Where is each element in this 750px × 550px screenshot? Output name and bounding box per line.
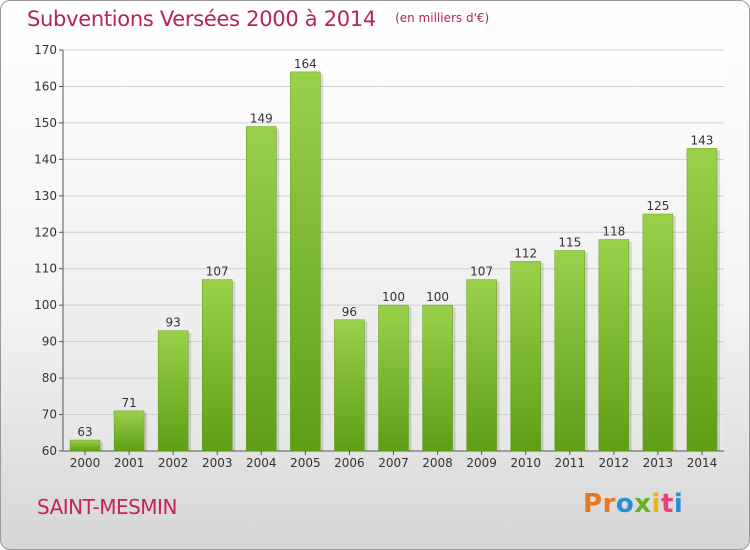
bar [510,261,541,452]
y-tick-label: 100 [34,298,57,312]
data-label: 112 [514,246,537,260]
logo-letter: P [583,489,603,519]
data-label: 96 [342,305,357,319]
y-tick-label: 140 [34,152,57,166]
logo-letter: i [651,489,661,519]
data-label: 107 [206,265,229,279]
proxiti-logo[interactable]: Proxiti [583,489,683,519]
y-tick-label: 110 [34,262,57,276]
data-label: 100 [426,290,449,304]
bar [686,148,718,452]
bar [157,330,189,452]
data-label: 100 [382,290,405,304]
chart-unit: (en milliers d'€) [395,11,490,25]
data-label: 143 [691,133,714,147]
x-tick-label: 2003 [202,456,233,470]
logo-letter: x [634,489,652,519]
x-tick-label: 2004 [246,456,277,470]
title-row: Subventions Versées 2000 à 2014 (en mill… [27,7,489,31]
y-tick-label: 120 [34,225,57,239]
chart-title: Subventions Versées 2000 à 2014 [27,7,376,31]
bar [69,439,101,452]
bar [334,319,365,452]
x-tick-label: 2008 [422,456,453,470]
bar [422,304,453,452]
data-label: 149 [250,112,273,126]
data-label: 93 [166,316,181,330]
bar [290,71,321,452]
data-label: 115 [558,236,581,250]
x-tick-label: 2007 [378,456,409,470]
y-tick-label: 70 [42,408,57,422]
y-tick-label: 170 [34,43,57,57]
bar [378,304,409,452]
data-label: 63 [77,425,92,439]
data-label: 71 [121,396,136,410]
bar [598,239,630,452]
x-tick-label: 2013 [643,456,674,470]
y-tick-label: 80 [42,371,57,385]
x-tick-label: 2005 [290,456,321,470]
logo-letter: i [673,489,684,519]
y-tick-label: 130 [34,189,57,203]
bar [466,279,497,452]
y-tick-label: 160 [34,79,57,93]
bar [554,250,586,452]
x-tick-label: 2002 [158,456,189,470]
x-tick-label: 2001 [114,456,145,470]
x-tick-label: 2010 [510,456,541,470]
y-tick-label: 90 [42,335,57,349]
logo-letter: r [602,489,616,519]
y-tick-label: 60 [42,444,57,458]
bar [113,410,145,452]
data-label: 107 [470,265,493,279]
x-tick-label: 2009 [466,456,497,470]
x-tick-label: 2012 [599,456,630,470]
bar [201,279,233,452]
logo-letter: o [615,489,635,519]
bar [642,213,674,452]
x-tick-label: 2011 [554,456,585,470]
data-label: 118 [602,225,625,239]
x-tick-label: 2014 [687,456,718,470]
x-tick-label: 2006 [334,456,365,470]
data-label: 164 [294,57,317,71]
y-tick-label: 150 [34,116,57,130]
data-label: 125 [646,199,669,213]
x-tick-label: 2000 [70,456,101,470]
bar [246,126,277,452]
commune-name: SAINT-MESMIN [37,495,177,519]
logo-letter: t [660,489,674,519]
